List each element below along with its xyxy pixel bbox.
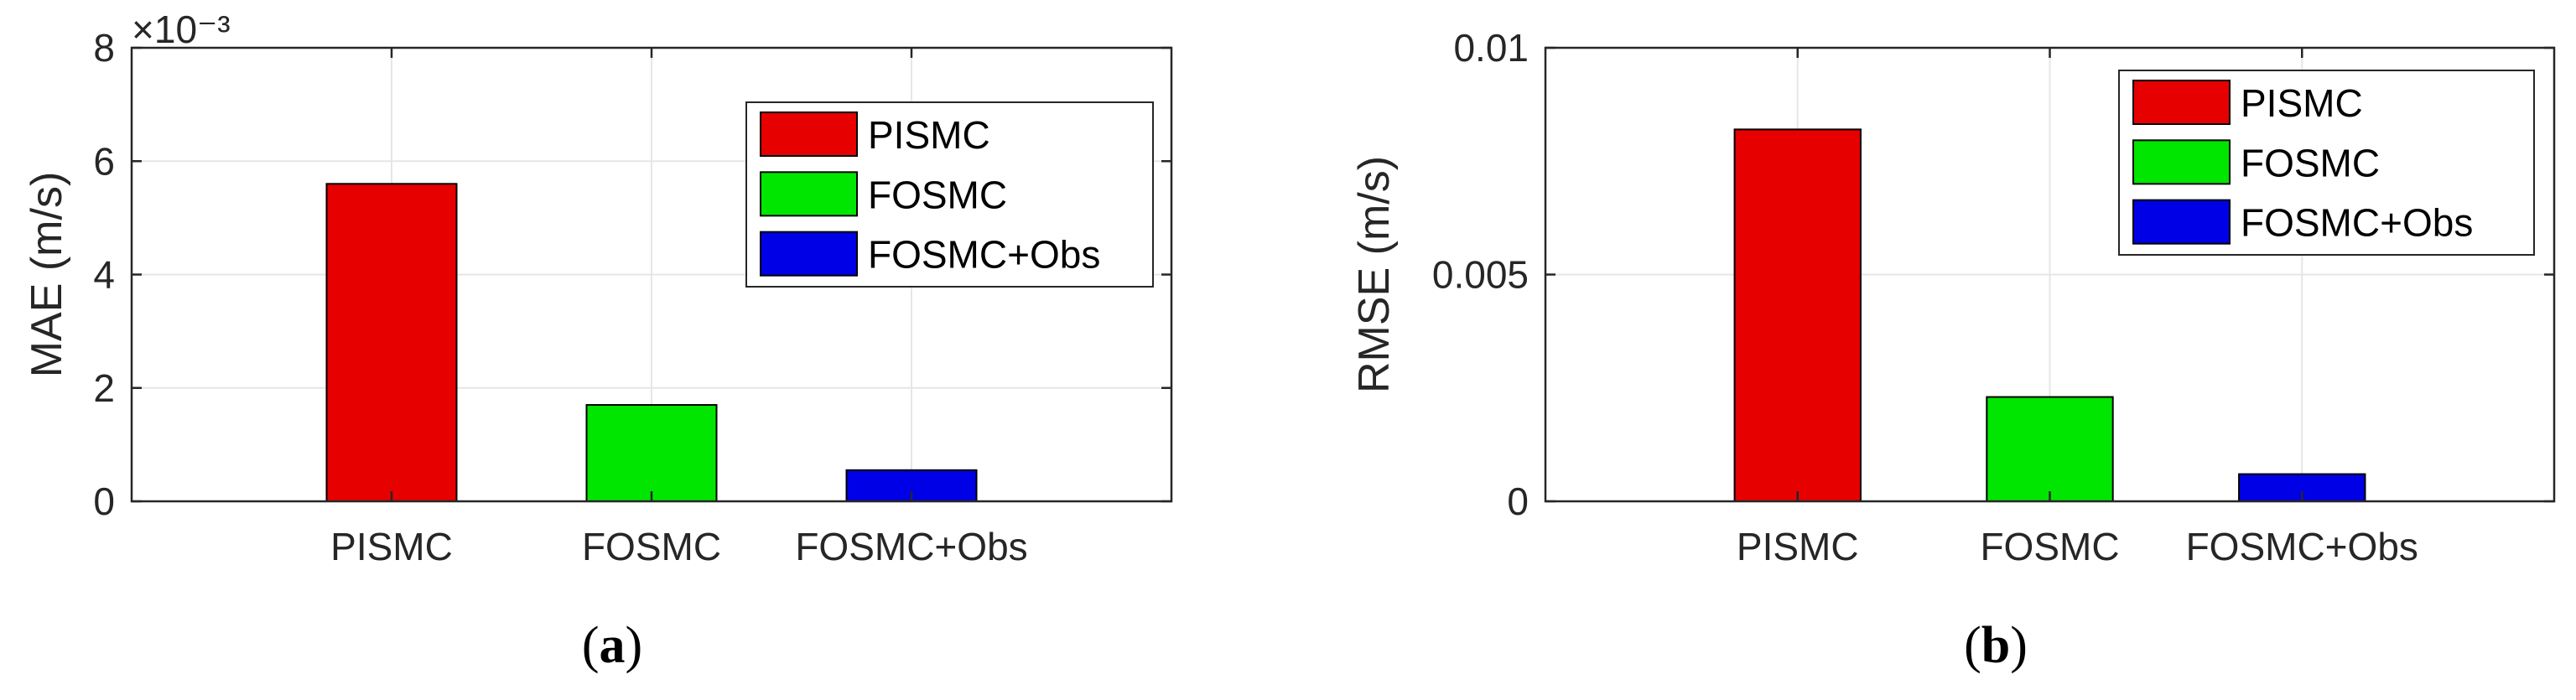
legend-entry-label: PISMC [2241, 81, 2363, 125]
y-tick-label: 4 [93, 253, 115, 297]
chart-panel-b: 0 0.005 0.01 PISMC FOSMC FOSMC+Obs RMSE (m/s) P… [1350, 26, 2556, 674]
y-tick-label: 8 [93, 26, 115, 70]
bar-pismc [325, 183, 458, 503]
y-tick-label: 0 [1507, 480, 1529, 523]
y-axis-label: MAE (m/s) [23, 172, 71, 378]
bar-pismc [1733, 128, 1862, 502]
panel-label-close: ) [626, 617, 643, 674]
legend-entry-label: FOSMC [868, 173, 1007, 216]
chart-panel-a: 0 2 4 6 8 PISMC FOSMC FOSMC+Obs ×10⁻³ MAE (m/s) PI… [23, 8, 1173, 674]
legend-entry-label: FOSMC+Obs [868, 233, 1100, 277]
y-tick-label: 2 [93, 366, 115, 410]
y-tick-label: 0.01 [1453, 26, 1529, 70]
legend-entry-label: FOSMC+Obs [2241, 201, 2473, 245]
x-tick-label: FOSMC [1980, 525, 2119, 568]
x-tick-label: PISMC [1737, 525, 1859, 568]
x-tick-label: FOSMC+Obs [795, 525, 1027, 568]
panel-label: (a) [582, 617, 642, 674]
x-tick-label: PISMC [330, 525, 453, 568]
panel-label-letter: b [1981, 617, 2010, 674]
y-axis-label: RMSE (m/s) [1350, 156, 1399, 393]
y-tick-label: 6 [93, 139, 115, 183]
y-tick-label: 0 [93, 480, 115, 523]
panel-label-open: ( [1964, 617, 1981, 674]
legend-swatch [2132, 139, 2231, 185]
bar-fosmc [1986, 396, 2114, 503]
legend-swatch [760, 171, 858, 217]
legend-entry-label: PISMC [868, 113, 990, 157]
x-tick-label: FOSMC+Obs [2186, 525, 2418, 568]
panel-label-open: ( [582, 617, 600, 674]
x-tick-label: FOSMC [582, 525, 721, 568]
legend-swatch [760, 111, 858, 157]
y-tick-label: 0.005 [1432, 253, 1529, 297]
panel-label-letter: a [600, 617, 626, 674]
panel-label: (b) [1964, 617, 2028, 674]
legend-swatch [2132, 199, 2231, 245]
bar-fosmc [585, 404, 718, 503]
legend-swatch [2132, 80, 2231, 125]
y-exponent-label: ×10⁻³ [132, 8, 231, 51]
legend-swatch [760, 231, 858, 277]
panel-label-close: ) [2010, 617, 2028, 674]
legend-entry-label: FOSMC [2241, 141, 2380, 184]
